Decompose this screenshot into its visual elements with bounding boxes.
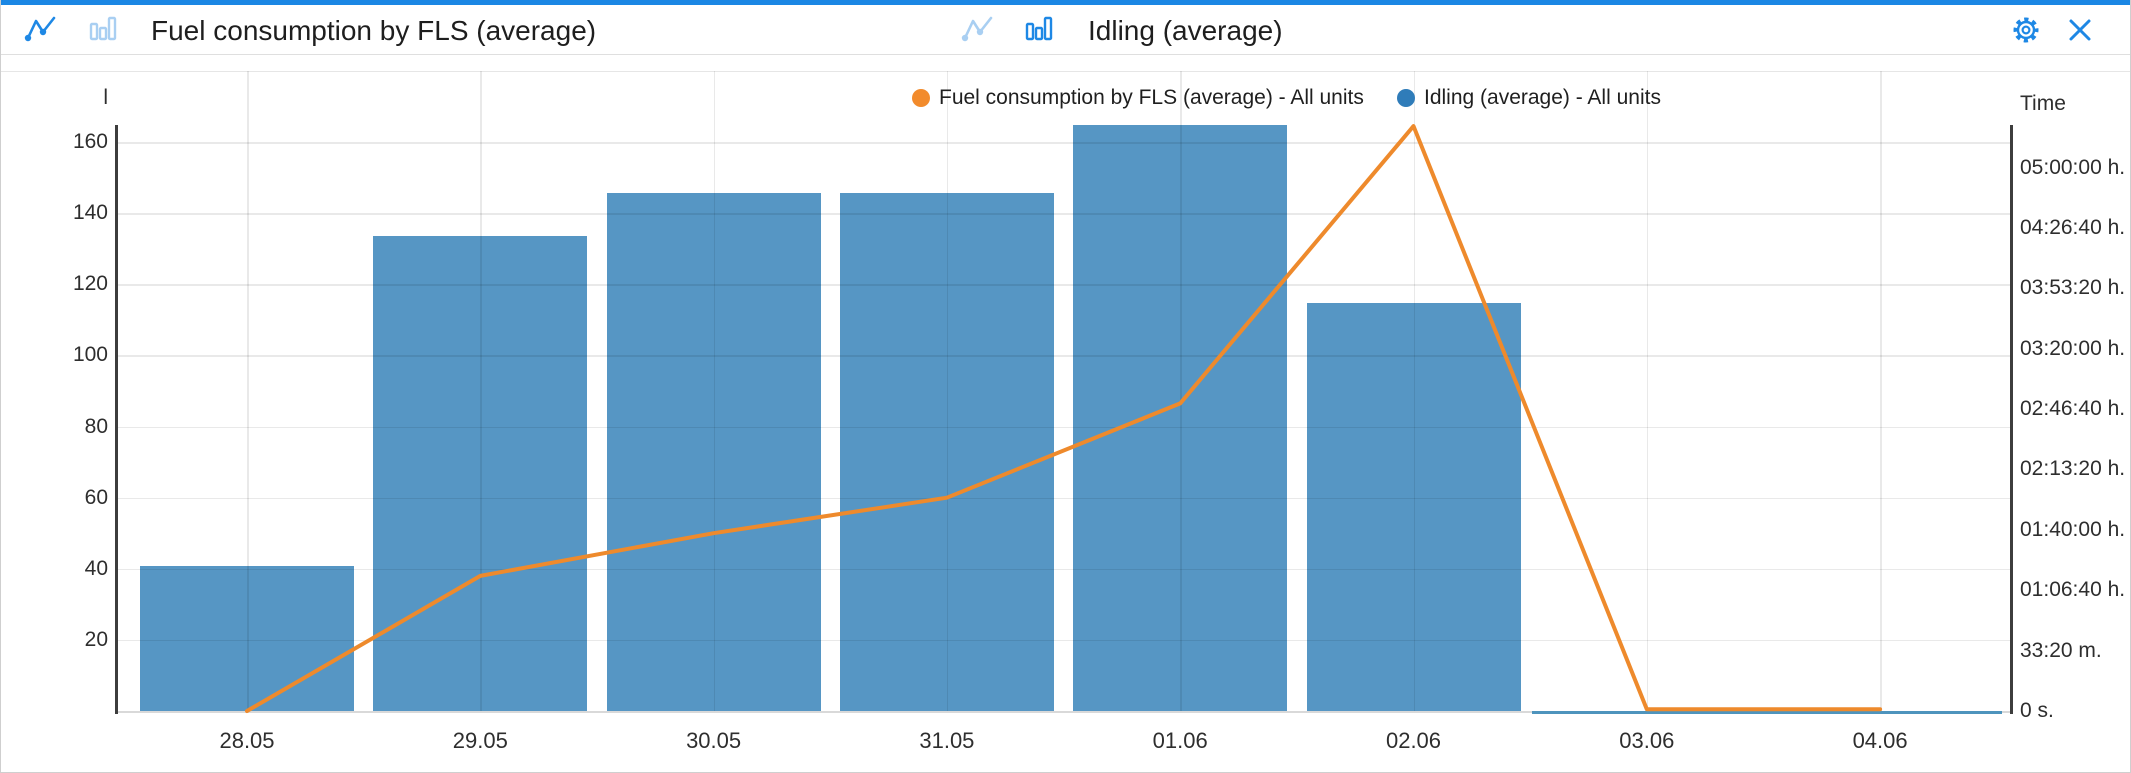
close-button[interactable] <box>2067 17 2093 43</box>
legend-label: Idling (average) - All units <box>1424 86 1661 109</box>
idling-zero-value-line <box>1531 710 2002 714</box>
gridline-y-80 <box>117 426 2012 429</box>
left-axis-tick-40: 40 <box>84 556 108 580</box>
bar-idling-01.06[interactable] <box>1073 125 1288 711</box>
gear-icon <box>2013 17 2039 43</box>
widget-top-accent <box>1 0 2130 5</box>
x-axis-label-01.06: 01.06 <box>1152 728 1208 753</box>
left-axis-unit-label: l <box>103 86 108 109</box>
left-axis-tick-120: 120 <box>72 272 108 296</box>
left-axis-tick-140: 140 <box>72 201 108 225</box>
left-axis-tick-160: 160 <box>72 130 108 154</box>
legend-item-fuel-line[interactable]: Fuel consumption by FLS (average) - All … <box>912 86 1364 110</box>
bar-idling-02.06[interactable] <box>1306 303 1521 711</box>
fuel-line-series[interactable] <box>245 124 1883 713</box>
right-axis-tick-12000: 03:20:00 h. <box>2020 336 2126 360</box>
idling-line-chart-toggle[interactable] <box>961 14 995 44</box>
left-axis-tick-20: 20 <box>84 627 108 651</box>
bar-idling-31.05[interactable] <box>839 192 1054 711</box>
line-chart-icon <box>961 16 993 42</box>
bar-idling-28.05[interactable] <box>140 566 354 711</box>
gridline-x-28.05 <box>247 71 249 711</box>
legend-dot-fuel-line <box>912 89 930 107</box>
left-axis-tick-60: 60 <box>84 485 108 509</box>
legend-label: Fuel consumption by FLS (average) - All … <box>939 86 1364 109</box>
x-axis-label-04.06: 04.06 <box>1852 728 1908 753</box>
line-chart-icon <box>24 16 56 42</box>
legend-item-idling-bars[interactable]: Idling (average) - All units <box>1397 86 1661 110</box>
right-axis-tick-14000: 03:53:20 h. <box>2020 276 2126 300</box>
gridline-y-60 <box>117 497 2012 500</box>
x-axis-line <box>117 711 2012 713</box>
left-y-axis-line <box>115 125 118 714</box>
x-axis-label-28.05: 28.05 <box>219 728 275 753</box>
x-axis-label-03.06: 03.06 <box>1619 728 1675 753</box>
left-axis-tick-100: 100 <box>72 343 108 367</box>
right-axis-tick-16000: 04:26:40 h. <box>2020 215 2126 239</box>
gridline-y-20 <box>117 639 2012 642</box>
fuel-line-chart-toggle[interactable] <box>24 14 58 44</box>
gridline-x-29.05 <box>480 71 482 711</box>
bar-idling-30.05[interactable] <box>606 193 821 711</box>
gridline-x-01.06 <box>1180 71 1182 711</box>
close-icon <box>2069 19 2091 41</box>
gridline-y-40 <box>117 568 2012 571</box>
bar-chart-icon <box>1025 16 1053 41</box>
gridline-x-31.05 <box>946 71 949 711</box>
right-y-axis-line <box>2010 125 2013 714</box>
x-axis-label-30.05: 30.05 <box>686 728 742 753</box>
idling-chart-title: Idling (average) <box>1088 15 1283 46</box>
fuel-line-series-svg <box>245 124 1883 713</box>
settings-button[interactable] <box>2011 15 2041 45</box>
right-axis-tick-6000: 01:40:00 h. <box>2020 517 2126 541</box>
x-axis-label-31.05: 31.05 <box>919 728 975 753</box>
plot-top-border <box>1 71 2130 72</box>
gridline-x-02.06 <box>1413 71 1415 711</box>
gridline-y-100 <box>117 355 2012 357</box>
left-axis-tick-80: 80 <box>84 414 108 438</box>
bar-idling-29.05[interactable] <box>373 235 588 711</box>
legend-dot-idling-bars <box>1397 89 1415 107</box>
right-axis-tick-4000: 01:06:40 h. <box>2020 578 2126 602</box>
gridline-x-04.06 <box>1880 71 1882 711</box>
right-axis-tick-2000: 33:20 m. <box>2020 638 2102 662</box>
fuel-chart-title: Fuel consumption by FLS (average) <box>151 15 597 46</box>
gridline-y-160 <box>117 142 2012 144</box>
fuel-bar-chart-toggle[interactable] <box>87 13 119 45</box>
right-axis-unit-label: Time <box>2020 92 2066 115</box>
header-divider <box>1 54 2130 55</box>
bar-chart-icon <box>89 16 117 41</box>
x-axis-label-02.06: 02.06 <box>1385 728 1442 753</box>
right-axis-tick-0: 0 s. <box>2020 699 2054 722</box>
gridline-y-120 <box>117 284 2012 286</box>
right-axis-tick-18000: 05:00:00 h. <box>2020 155 2126 179</box>
gridline-x-30.05 <box>713 71 716 711</box>
gridline-x-03.06 <box>1646 71 1649 711</box>
idling-bar-chart-toggle[interactable] <box>1023 13 1055 45</box>
x-axis-label-29.05: 29.05 <box>452 728 508 753</box>
gridline-y-140 <box>117 213 2012 215</box>
right-axis-tick-10000: 02:46:40 h. <box>2020 397 2126 421</box>
right-axis-tick-8000: 02:13:20 h. <box>2020 457 2126 481</box>
